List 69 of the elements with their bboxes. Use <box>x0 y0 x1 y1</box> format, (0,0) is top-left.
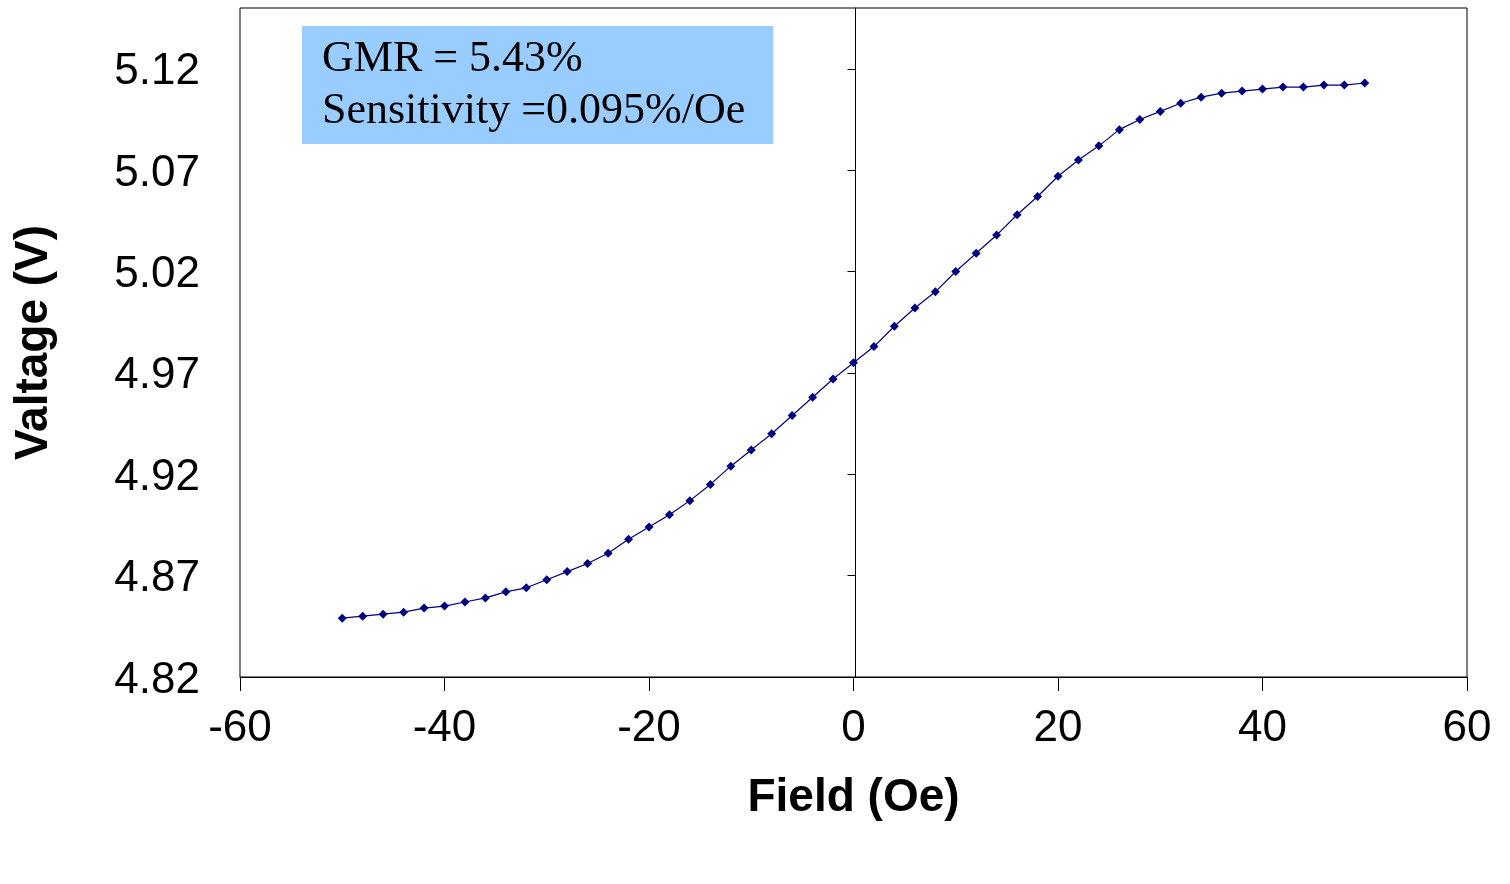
point <box>1094 141 1104 151</box>
x-tick-label: -40 <box>412 700 477 750</box>
x-tick-label: -20 <box>617 700 681 750</box>
point <box>358 611 368 621</box>
point <box>705 479 715 489</box>
point <box>1298 82 1308 92</box>
point <box>828 374 838 384</box>
point <box>685 496 695 506</box>
annotation: GMR = 5.43% <box>322 31 583 81</box>
y-tick-label: 4.87 <box>114 551 200 601</box>
point <box>1135 115 1145 124</box>
point <box>521 583 531 593</box>
y-tick-label: 5.07 <box>114 145 200 195</box>
point <box>1258 84 1267 94</box>
point <box>1319 80 1329 90</box>
point <box>889 321 899 331</box>
point <box>337 613 347 623</box>
point <box>440 601 449 611</box>
point <box>501 587 511 597</box>
point <box>808 392 818 402</box>
x-tick-label: 60 <box>1442 700 1492 750</box>
y-tick-label: 4.97 <box>114 348 200 398</box>
point <box>930 287 940 297</box>
point <box>869 342 879 352</box>
point <box>644 522 654 532</box>
point <box>480 593 490 603</box>
y-tick-label: 5.02 <box>114 247 200 297</box>
point <box>849 358 858 368</box>
point <box>951 267 961 277</box>
point <box>1012 210 1022 220</box>
x-tick-label: 40 <box>1238 700 1287 750</box>
point <box>1033 192 1043 202</box>
point <box>1053 171 1063 181</box>
y-axis-title: Valtage (V) <box>5 224 57 461</box>
x-tick-label: -60 <box>208 700 272 750</box>
point <box>583 558 593 568</box>
x-tick-label: 20 <box>1033 700 1083 750</box>
point <box>664 510 674 520</box>
x-axis-title: Field (Oe) <box>747 769 960 821</box>
point <box>624 534 634 544</box>
point <box>910 303 920 313</box>
point <box>1176 98 1186 108</box>
point <box>787 410 797 420</box>
point <box>767 429 777 439</box>
point <box>399 607 409 617</box>
point <box>1360 78 1370 88</box>
point <box>971 248 981 258</box>
point <box>746 445 756 455</box>
point <box>1237 86 1247 96</box>
point <box>1155 106 1165 116</box>
y-tick-label: 4.82 <box>114 652 200 702</box>
point <box>562 567 572 577</box>
point <box>378 609 388 619</box>
point <box>1217 88 1227 98</box>
point <box>992 230 1002 240</box>
point <box>1196 92 1206 102</box>
point <box>460 597 470 607</box>
point <box>542 575 552 585</box>
point <box>1278 82 1288 92</box>
point <box>1073 155 1083 165</box>
annotation: Sensitivity =0.095%/Oe <box>322 83 746 133</box>
y-tick-label: 5.12 <box>114 44 200 94</box>
x-tick-label: 0 <box>841 700 866 750</box>
point <box>603 548 613 558</box>
point <box>1114 125 1124 135</box>
point <box>419 603 429 613</box>
point <box>726 461 736 471</box>
y-tick-label: 4.92 <box>114 449 200 499</box>
point <box>1339 80 1349 90</box>
